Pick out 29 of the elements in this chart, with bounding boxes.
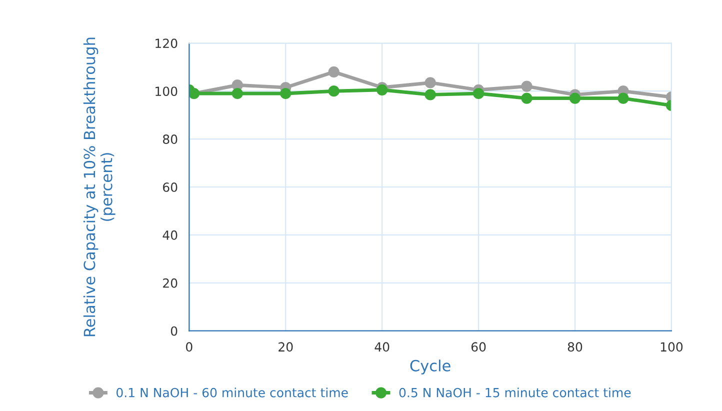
legend-label: 0.5 N NaOH - 15 minute contact time <box>399 388 631 398</box>
point <box>521 92 532 104</box>
y-tick-label: 80 <box>162 134 178 144</box>
point <box>521 80 532 92</box>
point <box>618 92 629 104</box>
point <box>424 77 436 88</box>
point <box>328 66 340 78</box>
x-tick-label: 40 <box>374 342 390 352</box>
y-tick-label: 100 <box>156 86 178 96</box>
x-tick-label: 20 <box>278 342 293 352</box>
y-tick-label: 0 <box>170 326 178 336</box>
y-axis-title: Relative Capacity at 10% Breakthrough (percent) <box>83 38 116 336</box>
y-tick-label: 60 <box>163 182 178 192</box>
point <box>376 84 388 96</box>
y-tick-label: 40 <box>162 230 178 240</box>
point <box>472 88 484 100</box>
x-axis-title: Cycle <box>410 360 450 374</box>
x-tick-label: 100 <box>660 342 683 352</box>
y-tick-label: 120 <box>156 38 178 48</box>
point <box>328 86 340 97</box>
x-tick-label: 80 <box>568 342 582 352</box>
point <box>424 89 436 100</box>
x-tick-label: 60 <box>471 342 486 352</box>
point <box>232 88 243 100</box>
x-tick-label: 0 <box>186 342 192 352</box>
point <box>280 88 292 100</box>
y-tick-label: 20 <box>163 278 178 288</box>
legend-label: 0.1 N NaOH - 60 minute contact time <box>116 388 348 398</box>
point <box>569 92 581 104</box>
